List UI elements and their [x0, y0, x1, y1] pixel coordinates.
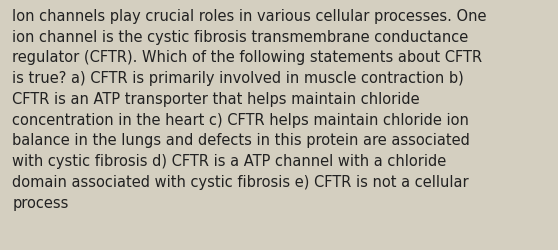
Text: Ion channels play crucial roles in various cellular processes. One
ion channel i: Ion channels play crucial roles in vario… — [12, 9, 487, 210]
